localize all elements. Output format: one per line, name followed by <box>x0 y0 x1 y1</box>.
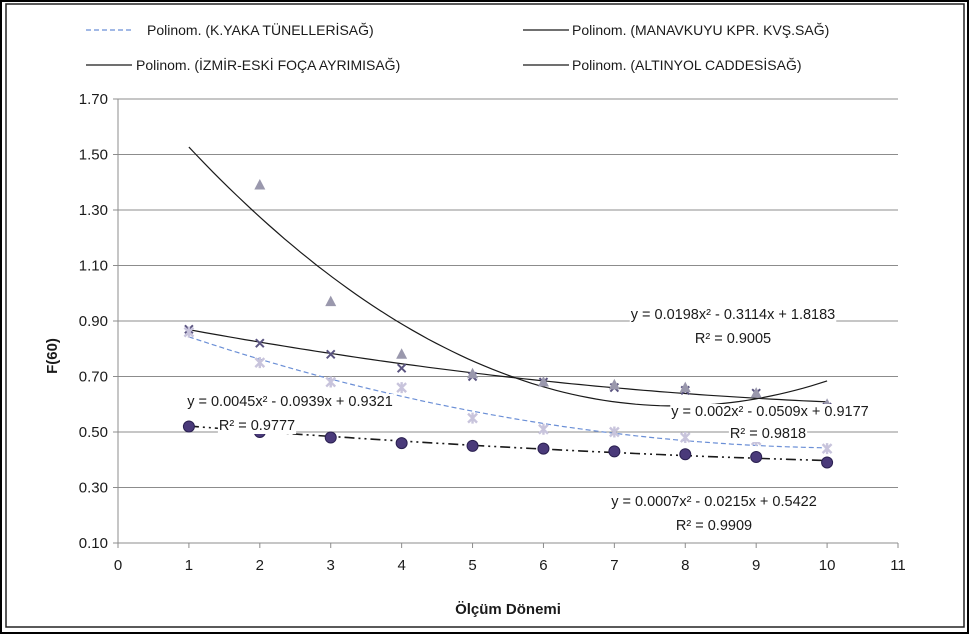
y-tick-label: 1.30 <box>79 202 108 219</box>
y-tick-label: 1.50 <box>79 147 108 164</box>
data-point-series-4 <box>750 450 763 463</box>
data-point-series-3 <box>467 412 478 424</box>
legend-label-2: Polinom. (MANAVKUYU KPR. KVŞ.SAĞ) <box>572 22 829 38</box>
r-squared-label: R² = 0.9909 <box>676 518 752 534</box>
data-point-series-1 <box>255 338 265 348</box>
trendline-series-2 <box>188 146 828 407</box>
trendline-series-1 <box>188 336 828 449</box>
y-tick-label: 0.70 <box>79 369 108 386</box>
y-tick-label: 0.90 <box>79 313 108 330</box>
data-point-series-2 <box>396 348 408 359</box>
annotation-bg <box>186 394 394 410</box>
data-point-series-4 <box>679 448 692 461</box>
data-point-series-3 <box>538 423 549 435</box>
data-point-series-3 <box>396 382 407 394</box>
data-point-series-3 <box>183 326 195 338</box>
annotation-bg <box>610 494 818 510</box>
data-point-series-3 <box>679 432 691 444</box>
x-tick-label: 11 <box>890 557 906 574</box>
equation-label: y = 0.0007x² - 0.0215x + 0.5422 <box>611 494 817 510</box>
x-tick-label: 9 <box>752 557 760 574</box>
y-tick-label: 0.50 <box>79 424 108 441</box>
r-squared-label: R² = 0.9818 <box>730 426 806 442</box>
y-tick-label: 0.10 <box>79 535 108 552</box>
x-tick-label: 5 <box>468 557 476 574</box>
annotation-bg <box>693 331 773 347</box>
data-point-series-2 <box>537 376 549 387</box>
x-tick-label: 2 <box>256 557 264 574</box>
x-tick-label: 8 <box>681 557 689 574</box>
data-point-series-1 <box>396 363 407 373</box>
data-point-series-1 <box>326 349 336 360</box>
legend-label-3: Polinom. (İZMİR-ESKİ FOÇA AYRIMISAĞ) <box>136 56 400 73</box>
annotation-bg <box>629 307 837 323</box>
y-tick-label: 1.70 <box>79 91 108 108</box>
x-tick-label: 6 <box>539 557 547 574</box>
annotation-bg <box>674 518 754 534</box>
y-axis-title: F(60) <box>44 338 61 374</box>
legend-label-1: Polinom. (K.YAKA TÜNELLERİSAĞ) <box>147 21 374 38</box>
data-point-series-2 <box>325 295 337 307</box>
data-point-series-2 <box>679 381 691 393</box>
r-squared-label: R² = 0.9005 <box>695 331 771 347</box>
annotation-bg <box>728 426 808 442</box>
data-point-series-4 <box>395 437 408 450</box>
data-point-series-4 <box>608 445 621 458</box>
data-point-series-4 <box>466 439 479 452</box>
equation-label: y = 0.0198x² - 0.3114x + 1.8183 <box>631 307 836 323</box>
y-tick-label: 1.10 <box>79 258 108 275</box>
data-point-series-4 <box>821 456 834 469</box>
data-point-series-3 <box>609 426 620 438</box>
data-point-series-2 <box>608 378 620 390</box>
data-point-series-3 <box>821 443 833 455</box>
x-tick-label: 7 <box>610 557 618 574</box>
trendline-series-3 <box>188 329 828 403</box>
x-tick-label: 3 <box>327 557 335 574</box>
equation-label: y = 0.002x² - 0.0509x + 0.9177 <box>671 404 869 420</box>
x-tick-label: 10 <box>819 557 836 574</box>
data-point-series-3 <box>254 357 266 369</box>
annotation-bg <box>217 418 297 434</box>
data-point-series-2 <box>467 367 479 379</box>
data-point-series-4 <box>537 442 550 455</box>
r-squared-label: R² = 0.9777 <box>219 418 295 434</box>
data-point-series-4 <box>182 420 195 433</box>
y-tick-label: 0.30 <box>79 480 108 497</box>
x-tick-label: 1 <box>185 557 193 574</box>
annotation-bg <box>670 404 870 420</box>
x-axis-title: Ölçüm Dönemi <box>455 601 561 618</box>
legend-label-4: Polinom. (ALTINYOL CADDESİSAĞ) <box>572 56 802 73</box>
equation-label: y = 0.0045x² - 0.0939x + 0.9321 <box>187 394 393 410</box>
data-point-series-3 <box>325 376 337 388</box>
x-tick-label: 0 <box>114 557 122 574</box>
x-tick-label: 4 <box>397 557 405 574</box>
data-point-series-4 <box>324 431 337 444</box>
data-point-series-2 <box>254 179 266 190</box>
inner-border <box>5 3 965 628</box>
data-point-series-2 <box>750 387 762 398</box>
